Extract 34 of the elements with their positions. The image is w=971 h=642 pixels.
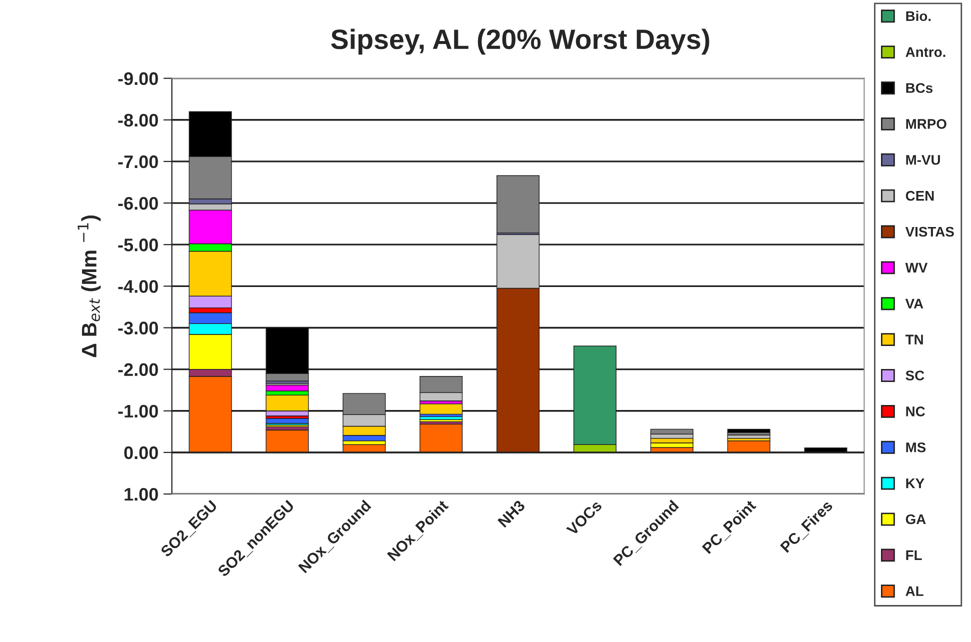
legend-label: M-VU [906, 155, 940, 165]
y-tick-label: -6.00 [118, 196, 158, 210]
bar [650, 428, 694, 435]
y-tick-label: 1.00 [124, 488, 158, 501]
legend-label: TN [905, 334, 923, 344]
legend-label: CEN [906, 190, 934, 201]
legend-label: FL [906, 550, 922, 560]
y-tick-label: -9.00 [118, 72, 158, 86]
legend-label: SC [906, 370, 924, 380]
y-axis-title: Δ B$_{ext}$ (Mm $^{−1}$) [78, 215, 101, 358]
y-tick-label: -2.00 [118, 363, 158, 376]
legend-label: Antro. [906, 47, 946, 57]
legend-label: NC [906, 406, 925, 416]
bar [650, 442, 694, 448]
chart-title: Sipsey, AL (20% Worst Days) [331, 28, 710, 55]
bar [266, 384, 309, 392]
legend-label: MRPO [906, 119, 946, 129]
legend-label: Bio. [906, 10, 931, 22]
y-tick-label: -1.00 [118, 404, 158, 418]
y-tick-label: -8.00 [118, 114, 158, 127]
legend-label: VA [905, 298, 924, 308]
y-tick-label: -7.00 [118, 155, 158, 168]
y-tick-label: -3.00 [118, 322, 158, 334]
legend-label: WV [905, 262, 928, 272]
y-tick-label: -4.00 [118, 280, 158, 293]
legend-label: GA [906, 514, 926, 524]
y-tick-label: 0.00 [124, 446, 158, 460]
y-tick-label: -5.00 [118, 238, 158, 252]
bar [727, 428, 770, 433]
legend-label: MS [906, 442, 926, 452]
legend-label: VISTAS [905, 226, 954, 237]
legend-label: KY [906, 478, 924, 488]
legend-label: BCs [906, 83, 933, 93]
legend-label: AL [906, 586, 924, 596]
